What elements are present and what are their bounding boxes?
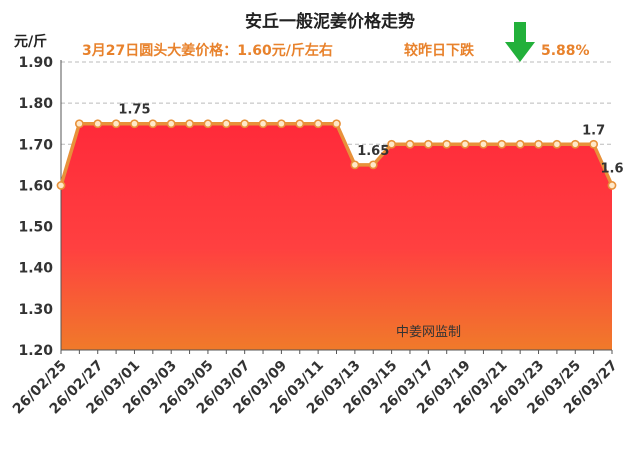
data-point bbox=[130, 119, 139, 129]
data-point bbox=[515, 139, 525, 149]
data-point bbox=[368, 160, 378, 170]
data-point bbox=[258, 119, 268, 129]
y-tick-label: 1.20 bbox=[18, 343, 53, 359]
data-point bbox=[589, 139, 599, 149]
data-point bbox=[166, 119, 176, 129]
data-points bbox=[56, 119, 617, 190]
data-point bbox=[313, 119, 323, 129]
data-point bbox=[56, 181, 66, 190]
price-area bbox=[61, 123, 612, 351]
data-label: 1.6 bbox=[600, 161, 623, 176]
data-point bbox=[240, 119, 250, 129]
data-point bbox=[350, 160, 360, 170]
x-tick-labels: 26/02/2526/02/2726/03/0126/03/0326/03/05… bbox=[10, 358, 621, 418]
data-point bbox=[203, 119, 213, 129]
data-point bbox=[460, 139, 470, 149]
data-point bbox=[221, 119, 231, 129]
y-axis-unit: 元/斤 bbox=[14, 33, 47, 50]
data-labels: 1.75 1.65 1.7 1.6 bbox=[118, 103, 623, 177]
watermark: 中姜网监制 bbox=[396, 325, 461, 340]
data-point bbox=[570, 139, 580, 149]
data-point bbox=[74, 119, 84, 129]
data-point bbox=[111, 119, 121, 129]
data-point bbox=[405, 139, 415, 149]
data-point bbox=[479, 139, 488, 149]
change-text: 较昨日下跌 bbox=[404, 42, 475, 59]
data-label: 1.75 bbox=[118, 103, 150, 118]
down-arrow-icon bbox=[505, 22, 535, 62]
area-fill bbox=[61, 123, 612, 351]
axes bbox=[60, 60, 613, 354]
y-tick-label: 1.50 bbox=[18, 220, 53, 236]
data-point bbox=[387, 139, 396, 149]
y-tick-labels: 1.20 1.30 1.40 1.50 1.60 1.70 1.80 1.90 bbox=[18, 55, 53, 359]
data-point bbox=[295, 119, 305, 129]
y-tick-label: 1.60 bbox=[18, 178, 53, 194]
data-point bbox=[148, 119, 158, 129]
data-label: 1.65 bbox=[357, 144, 389, 159]
data-point bbox=[423, 139, 433, 149]
data-point bbox=[442, 139, 452, 149]
chart-subtitle: 3月27日圆头大姜价格：1.60元/斤左右 bbox=[82, 42, 333, 59]
data-point bbox=[607, 181, 617, 190]
y-tick-label: 1.90 bbox=[18, 55, 53, 71]
data-point bbox=[93, 119, 103, 129]
data-point bbox=[276, 119, 286, 129]
data-point bbox=[534, 139, 543, 149]
chart-title: 安丘一般泥姜价格走势 bbox=[245, 11, 415, 32]
data-label: 1.7 bbox=[582, 123, 605, 138]
y-tick-label: 1.70 bbox=[18, 137, 53, 153]
y-tick-label: 1.80 bbox=[18, 96, 53, 112]
data-point bbox=[552, 139, 562, 149]
y-tick-label: 1.40 bbox=[18, 261, 53, 277]
data-point bbox=[185, 119, 194, 129]
change-percent: 5.88% bbox=[541, 43, 590, 59]
data-point bbox=[497, 139, 507, 149]
data-point bbox=[332, 119, 341, 129]
y-tick-label: 1.30 bbox=[18, 302, 53, 318]
